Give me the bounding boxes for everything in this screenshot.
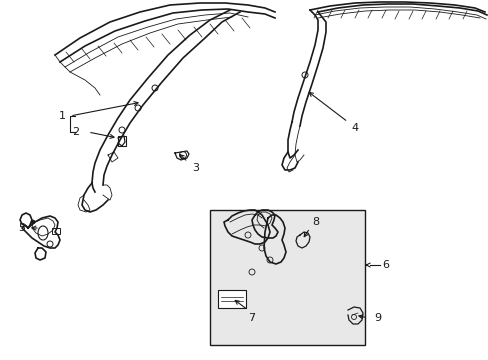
- Text: 8: 8: [312, 217, 319, 227]
- Text: 2: 2: [72, 127, 80, 137]
- Bar: [209, 210, 364, 345]
- Text: 5: 5: [19, 223, 25, 233]
- Bar: [52, 228, 60, 234]
- Text: 6: 6: [382, 260, 389, 270]
- Bar: [118, 136, 126, 146]
- Text: 4: 4: [351, 123, 358, 133]
- Bar: [218, 290, 245, 308]
- Text: 9: 9: [374, 313, 381, 323]
- Text: 7: 7: [248, 313, 255, 323]
- Text: 1: 1: [59, 111, 65, 121]
- Text: 3: 3: [192, 163, 199, 173]
- Circle shape: [31, 220, 35, 224]
